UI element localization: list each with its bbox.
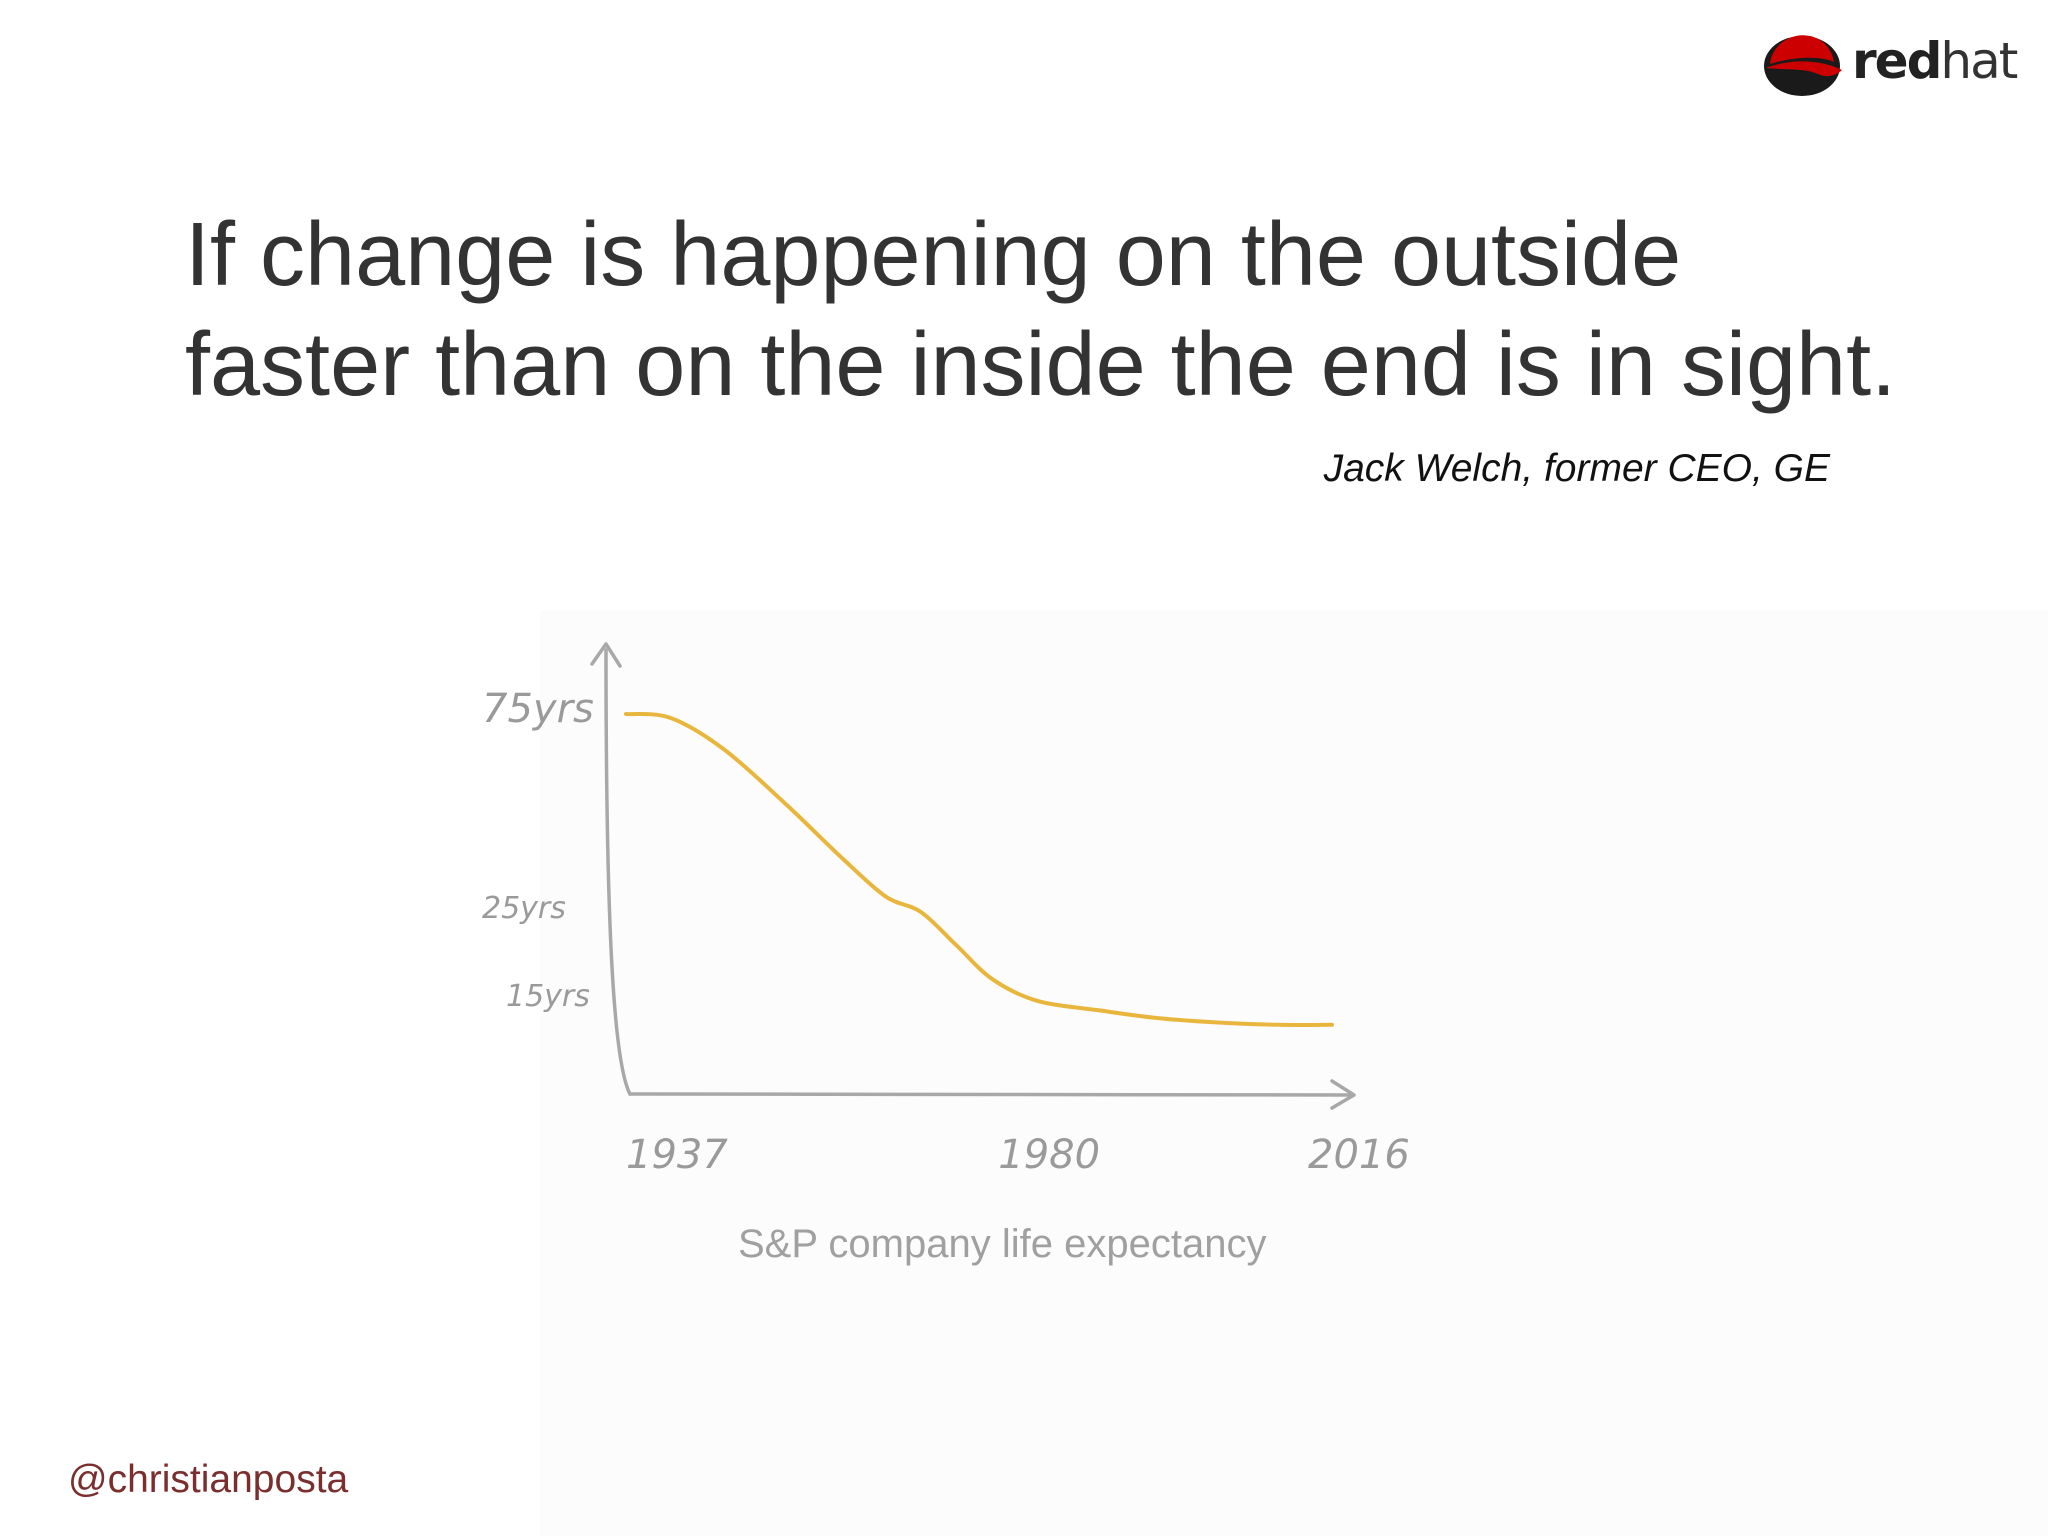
- quote-text: If change is happening on the outside fa…: [185, 200, 1965, 420]
- chart-caption: S&P company life expectancy: [738, 1222, 1267, 1266]
- y-tick-label: 25yrs: [482, 891, 566, 926]
- x-tick-label: 1980: [998, 1132, 1100, 1178]
- series-line: [624, 711, 1334, 1027]
- y-axis-arrowhead: [590, 642, 622, 668]
- red-hat-shadowman-icon: [1764, 35, 1842, 96]
- x-axis: [628, 1092, 1354, 1097]
- twitter-handle[interactable]: @christianposta: [68, 1458, 349, 1501]
- x-tick-label: 1937: [626, 1132, 728, 1178]
- y-tick-label: 15yrs: [506, 979, 590, 1014]
- quote-attribution: Jack Welch, former CEO, GE: [1323, 447, 1830, 490]
- x-tick-label: 2016: [1308, 1132, 1410, 1178]
- chart-panel: [540, 610, 2048, 1536]
- y-tick-label: 75yrs: [482, 686, 594, 732]
- wordmark-red: red: [1852, 32, 1942, 90]
- quote-line-2: faster than on the inside the end is in …: [185, 315, 1897, 415]
- wordmark-hat: hat: [1940, 32, 2018, 90]
- y-axis: [604, 648, 632, 1096]
- red-hat-wordmark: redhat: [1852, 36, 2018, 86]
- x-axis-arrowhead: [1330, 1079, 1356, 1110]
- quote-line-1: If change is happening on the outside: [185, 205, 1682, 305]
